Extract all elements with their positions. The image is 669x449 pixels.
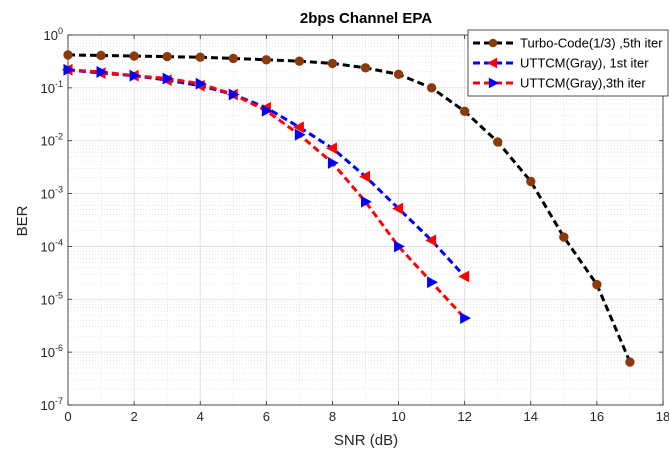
data-point	[63, 63, 75, 76]
y-tick-label: 10-3	[41, 185, 63, 202]
x-tick-label: 12	[457, 409, 471, 424]
data-point	[327, 157, 339, 169]
legend-entry: UTTCM(Gray),3th iter	[473, 76, 646, 91]
data-point	[493, 137, 503, 147]
data-point	[261, 55, 272, 65]
y-tick-label: 10-6	[41, 343, 63, 360]
x-tick-label: 18	[656, 409, 669, 424]
x-tick-label: 2	[130, 409, 137, 424]
x-tick-label: 6	[263, 409, 270, 424]
x-tick-label: 0	[64, 409, 71, 424]
data-point	[427, 276, 438, 289]
x-tick-label: 10	[391, 409, 405, 424]
legend-entry: Turbo-Code(1/3) ,5th iter	[473, 36, 663, 51]
data-point	[195, 52, 205, 62]
data-point	[393, 69, 404, 80]
y-tick-label: 10-5	[41, 290, 63, 307]
data-point	[228, 88, 240, 101]
x-tick-label: 14	[524, 409, 538, 424]
y-axis-label: BER	[14, 205, 31, 236]
data-point	[294, 56, 305, 66]
data-point	[488, 77, 499, 89]
data-point	[96, 50, 106, 61]
y-tick-label: 10-2	[41, 132, 63, 149]
data-point	[394, 240, 405, 253]
data-point	[425, 234, 437, 247]
y-tick-label: 10-1	[41, 79, 63, 96]
data-point	[392, 202, 404, 215]
data-point	[360, 63, 371, 73]
data-point	[359, 170, 371, 183]
chart-title: 2bps Channel EPA	[300, 10, 432, 27]
legend-label: UTTCM(Gray),3th iter	[520, 76, 646, 91]
x-axis-label: SNR (dB)	[334, 432, 398, 449]
legend: Turbo-Code(1/3) ,5th iter UTTCM(Gray), 1s…	[467, 29, 669, 97]
data-point	[460, 312, 472, 325]
data-point	[327, 58, 338, 69]
minor-grid	[68, 35, 663, 405]
data-point	[294, 128, 306, 141]
y-tick-label: 10-4	[41, 237, 63, 254]
data-point	[360, 195, 372, 208]
data-point	[426, 83, 437, 93]
legend-entry: UTTCM(Gray), 1st iter	[473, 56, 649, 71]
data-point	[228, 53, 238, 64]
series-3	[63, 63, 472, 325]
y-tick-labels: 100 10-1 10-2 10-3 10-4 10-5 10-6 10-7	[41, 26, 63, 413]
data-point	[526, 176, 536, 187]
data-point	[559, 232, 569, 242]
x-tick-label: 4	[197, 409, 204, 424]
data-point	[63, 50, 73, 60]
data-point	[293, 121, 304, 134]
y-tick-label: 100	[44, 26, 63, 43]
x-tick-labels: 0 2 4 6 8 10 12 14 16 18	[64, 409, 669, 424]
data-point	[261, 104, 273, 117]
data-point	[459, 106, 470, 116]
data-point	[96, 66, 108, 78]
data-point	[162, 51, 172, 62]
series-layer	[61, 50, 635, 367]
data-point	[326, 142, 337, 155]
series-line	[67, 53, 632, 363]
data-point	[195, 77, 207, 90]
data-point	[592, 279, 602, 290]
legend-label: UTTCM(Gray), 1st iter	[520, 56, 649, 71]
data-point	[162, 72, 174, 85]
tick-marks	[67, 34, 664, 406]
data-point	[625, 357, 635, 367]
data-point	[129, 51, 139, 61]
x-tick-label: 16	[590, 409, 604, 424]
legend-label: Turbo-Code(1/3) ,5th iter	[520, 36, 663, 51]
y-tick-label: 10-7	[41, 396, 63, 413]
data-point	[458, 270, 470, 283]
data-point	[487, 57, 498, 69]
x-tick-label: 8	[329, 409, 336, 424]
plot-area-frame	[67, 34, 664, 406]
data-point	[129, 69, 141, 82]
data-point	[488, 38, 498, 48]
series-1	[63, 50, 635, 367]
